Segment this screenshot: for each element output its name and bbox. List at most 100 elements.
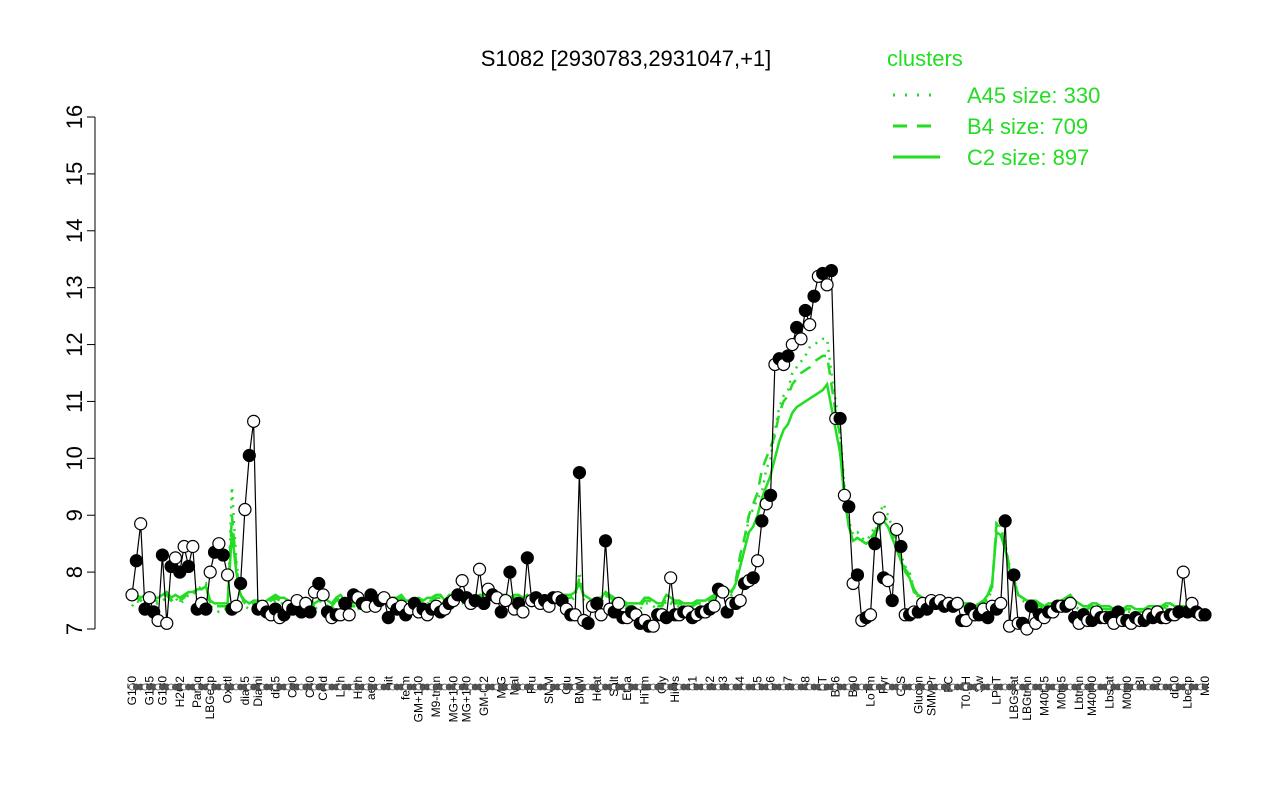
data-point bbox=[199, 602, 213, 616]
data-point bbox=[142, 591, 156, 605]
x-tick-label: M9-tran bbox=[429, 676, 443, 717]
y-tick-label: 7 bbox=[62, 623, 87, 635]
data-point bbox=[455, 574, 469, 588]
data-point bbox=[598, 534, 613, 548]
x-tick-label: G180 bbox=[155, 676, 169, 706]
data-point bbox=[312, 576, 326, 591]
x-tick-label: Paraq bbox=[190, 676, 204, 708]
data-point bbox=[755, 514, 769, 528]
data-point bbox=[790, 320, 804, 335]
data-point bbox=[472, 562, 487, 576]
data-point bbox=[520, 551, 534, 565]
x-tick-label: G150 bbox=[125, 676, 139, 706]
data-point bbox=[316, 588, 330, 602]
rug-mark bbox=[1201, 683, 1209, 691]
y-tick-label: 10 bbox=[62, 446, 87, 470]
data-point bbox=[872, 511, 886, 525]
data-point bbox=[998, 514, 1012, 528]
x-tick-label: M0t90 bbox=[1120, 676, 1134, 710]
y-tick-label: 8 bbox=[62, 566, 87, 578]
x-tick-label: M0t45 bbox=[1055, 676, 1069, 710]
data-point bbox=[716, 585, 730, 599]
x-tick-label: Lbstat bbox=[1102, 675, 1116, 708]
legend-label: A45 size: 330 bbox=[967, 83, 1100, 108]
data-points bbox=[125, 264, 1212, 636]
data-point bbox=[477, 596, 491, 611]
data-point bbox=[1024, 599, 1038, 613]
data-point bbox=[129, 554, 143, 568]
data-point bbox=[238, 502, 252, 517]
y-tick-label: 14 bbox=[62, 219, 87, 243]
data-point bbox=[212, 537, 226, 551]
data-point bbox=[234, 576, 248, 591]
data-point bbox=[746, 571, 760, 585]
data-point bbox=[950, 596, 964, 611]
data-point bbox=[707, 599, 721, 613]
x-tick-label: LBGexp bbox=[203, 676, 217, 720]
y-axis: 7 8 9 10 11 12 13 14 15 16 bbox=[62, 105, 96, 635]
data-point bbox=[1063, 596, 1077, 611]
data-point bbox=[303, 605, 317, 619]
data-point bbox=[611, 596, 626, 611]
legend-label: B4 size: 709 bbox=[967, 114, 1088, 139]
data-point bbox=[134, 517, 148, 531]
x-tick-label: GM-0.2 bbox=[477, 676, 491, 716]
x-tick-label: Lbexp bbox=[1181, 676, 1195, 709]
data-point bbox=[181, 559, 196, 574]
x-tick-label: Glucon bbox=[911, 676, 925, 714]
y-tick-label: 11 bbox=[62, 390, 87, 413]
data-point bbox=[868, 537, 882, 551]
legend: clusters A45 size: 330 B4 size: 709 C2 siz… bbox=[887, 46, 1100, 170]
data-point bbox=[381, 611, 395, 625]
data-point bbox=[833, 411, 847, 426]
data-point bbox=[342, 608, 356, 622]
x-tick-label: GM+150 bbox=[412, 676, 426, 723]
x-tick-label: Lbtran bbox=[1072, 676, 1086, 710]
x-tick-label: BI bbox=[1133, 676, 1147, 687]
cluster-line-a45 bbox=[131, 337, 1192, 617]
data-point bbox=[850, 568, 865, 582]
x-tick-label: LBGtran bbox=[1020, 676, 1034, 721]
data-point bbox=[516, 605, 530, 619]
data-point bbox=[229, 599, 243, 613]
data-point bbox=[863, 608, 878, 622]
x-tick-label: G135 bbox=[142, 676, 156, 706]
cluster-line-b4 bbox=[131, 354, 1192, 614]
x-tick-label: MG+150 bbox=[446, 676, 460, 723]
data-point bbox=[1176, 565, 1190, 579]
data-point bbox=[247, 414, 261, 428]
x-tick-label: SMMPr bbox=[924, 676, 938, 716]
legend-label: C2 size: 897 bbox=[967, 145, 1089, 170]
x-tick-label: T0.0H bbox=[959, 676, 973, 709]
data-point bbox=[494, 605, 508, 619]
y-tick-label: 16 bbox=[62, 105, 87, 129]
data-point bbox=[842, 500, 856, 514]
x-tick-label: M40t90 bbox=[1085, 676, 1099, 716]
data-point bbox=[646, 619, 660, 633]
x-tick-label: LoTm bbox=[864, 676, 878, 707]
data-point bbox=[807, 289, 821, 303]
data-point bbox=[338, 596, 352, 611]
chart-title: S1082 [2930783,2931047,+1] bbox=[481, 46, 772, 71]
x-tick-label: LBGstat bbox=[1007, 675, 1021, 719]
data-point bbox=[994, 596, 1008, 611]
data-point bbox=[885, 593, 899, 608]
data-point bbox=[155, 548, 170, 562]
y-tick-label: 12 bbox=[62, 332, 87, 356]
data-point bbox=[498, 593, 513, 608]
legend-items: A45 size: 330 B4 size: 709 C2 size: 897 bbox=[893, 83, 1100, 170]
x-axis: G150G135G180H2O2ParaqLBGexpOxctldia15Dia… bbox=[125, 675, 1212, 722]
data-point bbox=[572, 465, 587, 480]
data-point bbox=[242, 448, 256, 463]
data-point bbox=[664, 571, 678, 585]
x-tick-label: H2O2 bbox=[173, 676, 187, 708]
data-point bbox=[881, 574, 895, 588]
data-point bbox=[981, 611, 995, 625]
data-point bbox=[203, 565, 217, 579]
x-tick-label: dia15 bbox=[238, 676, 252, 706]
y-tick-label: 9 bbox=[62, 509, 87, 521]
data-point bbox=[125, 588, 139, 602]
data-point bbox=[503, 565, 517, 579]
